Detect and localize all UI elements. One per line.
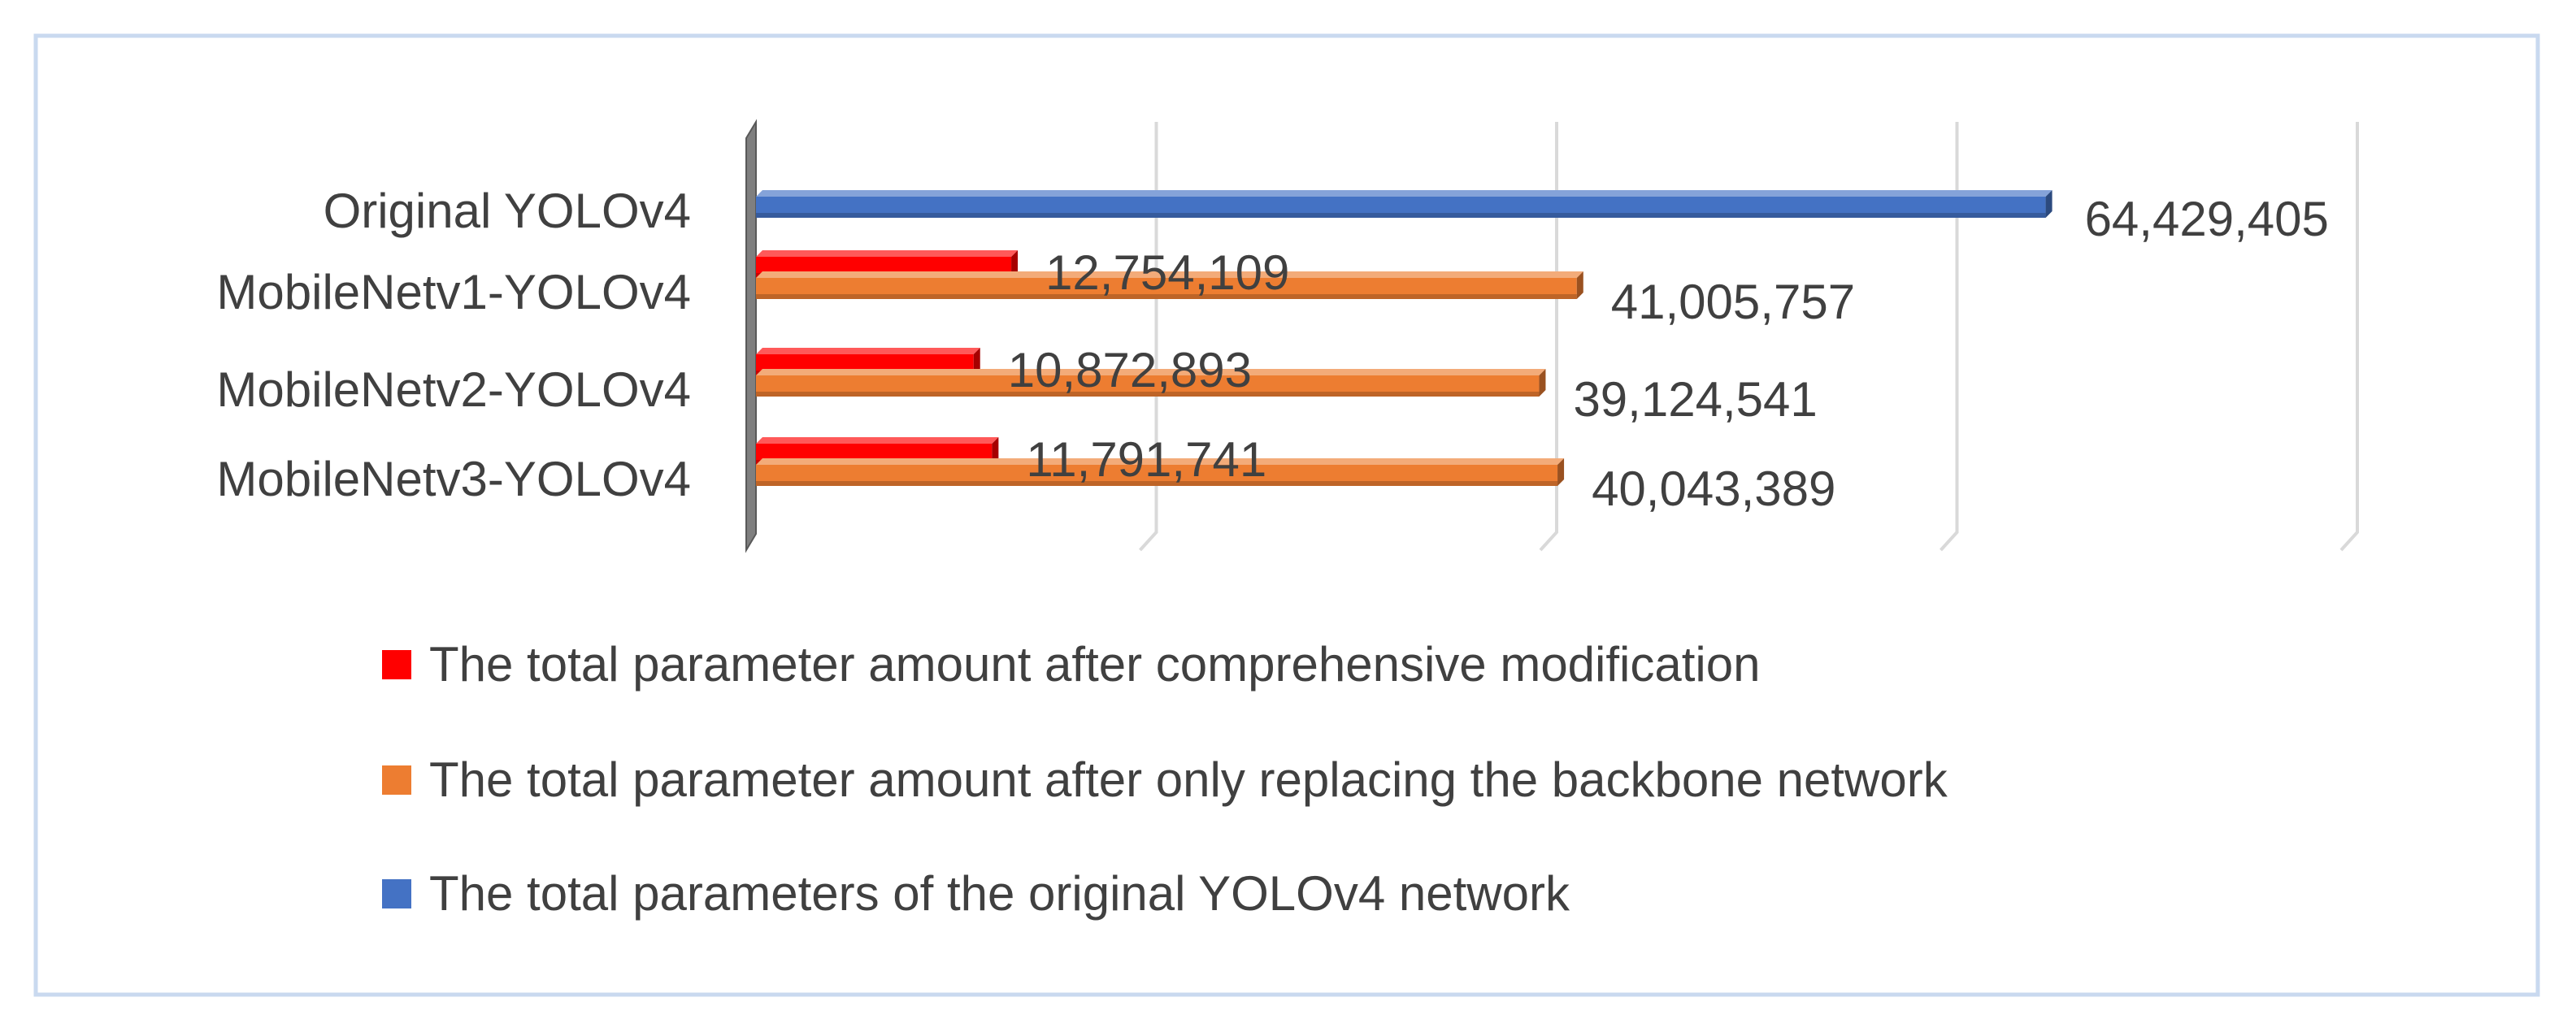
category-label: MobileNetv2-YOLOv4 bbox=[216, 362, 691, 417]
bar bbox=[756, 458, 1565, 486]
chart-frame bbox=[33, 33, 2540, 997]
data-label: 39,124,541 bbox=[1573, 372, 1817, 427]
legend-label: The total parameter amount after compreh… bbox=[429, 637, 1761, 692]
legend-swatch bbox=[382, 765, 411, 795]
data-label: 64,429,405 bbox=[2085, 192, 2329, 246]
bar bbox=[756, 369, 1546, 397]
gridline bbox=[2339, 122, 2359, 552]
data-label: 40,043,389 bbox=[1592, 462, 1835, 516]
legend-swatch bbox=[382, 879, 411, 908]
data-label: 12,754,109 bbox=[1045, 245, 1289, 300]
legend-swatch bbox=[382, 650, 411, 679]
legend-item: The total parameter amount after compreh… bbox=[382, 637, 1761, 692]
legend-label: The total parameters of the original YOL… bbox=[429, 866, 1570, 921]
bar bbox=[756, 190, 2053, 218]
category-label: MobileNetv1-YOLOv4 bbox=[216, 265, 691, 319]
category-label: MobileNetv3-YOLOv4 bbox=[216, 452, 691, 506]
category-axis bbox=[745, 119, 757, 553]
bar bbox=[756, 271, 1583, 299]
data-label: 41,005,757 bbox=[1611, 275, 1855, 329]
legend-item: The total parameter amount after only re… bbox=[382, 752, 1948, 807]
data-label: 11,791,741 bbox=[1026, 432, 1266, 487]
legend-item: The total parameters of the original YOL… bbox=[382, 866, 1570, 921]
data-label: 10,872,893 bbox=[1008, 343, 1252, 397]
gridline bbox=[1539, 122, 1558, 552]
gridline bbox=[1940, 122, 1959, 552]
gridline bbox=[1139, 122, 1158, 552]
category-label: Original YOLOv4 bbox=[324, 184, 691, 238]
legend-label: The total parameter amount after only re… bbox=[429, 752, 1948, 807]
